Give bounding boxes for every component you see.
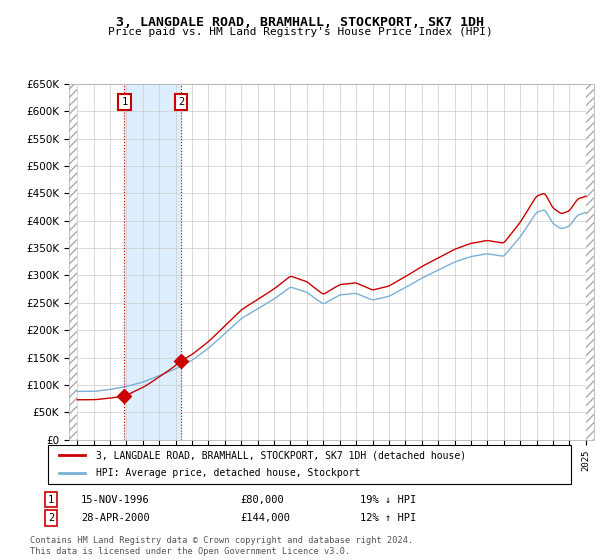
Text: 1: 1 [48, 494, 54, 505]
Text: 1: 1 [121, 97, 128, 107]
Text: 2: 2 [178, 97, 184, 107]
Text: 3, LANGDALE ROAD, BRAMHALL, STOCKPORT, SK7 1DH: 3, LANGDALE ROAD, BRAMHALL, STOCKPORT, S… [116, 16, 484, 29]
Text: 15-NOV-1996: 15-NOV-1996 [81, 494, 150, 505]
Bar [586, 84, 594, 440]
FancyBboxPatch shape [48, 445, 571, 484]
Text: 2: 2 [48, 513, 54, 523]
Text: 12% ↑ HPI: 12% ↑ HPI [360, 513, 416, 523]
Bar [124, 84, 181, 440]
Text: Price paid vs. HM Land Registry's House Price Index (HPI): Price paid vs. HM Land Registry's House … [107, 27, 493, 37]
Text: £144,000: £144,000 [240, 513, 290, 523]
Text: £80,000: £80,000 [240, 494, 284, 505]
Text: HPI: Average price, detached house, Stockport: HPI: Average price, detached house, Stoc… [95, 468, 360, 478]
Text: 28-APR-2000: 28-APR-2000 [81, 513, 150, 523]
Bar [69, 84, 77, 440]
Text: 19% ↓ HPI: 19% ↓ HPI [360, 494, 416, 505]
Text: 3, LANGDALE ROAD, BRAMHALL, STOCKPORT, SK7 1DH (detached house): 3, LANGDALE ROAD, BRAMHALL, STOCKPORT, S… [95, 450, 466, 460]
Text: Contains HM Land Registry data © Crown copyright and database right 2024.
This d: Contains HM Land Registry data © Crown c… [30, 536, 413, 556]
